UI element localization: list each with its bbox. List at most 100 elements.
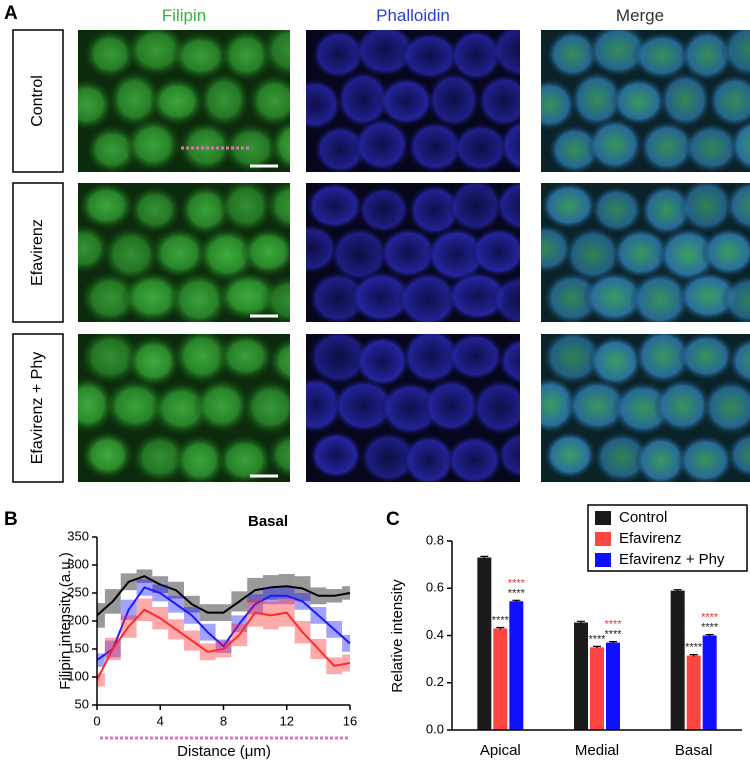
cell <box>128 185 182 234</box>
cell <box>85 124 140 172</box>
error-bar <box>577 620 585 624</box>
cell <box>397 270 459 322</box>
y-tick-label: 0.6 <box>426 580 444 595</box>
cell <box>308 271 368 322</box>
panel-label: A <box>4 3 18 24</box>
cell <box>677 334 735 381</box>
significance: **** <box>588 633 606 645</box>
cell <box>247 73 290 128</box>
bar <box>493 628 508 730</box>
cell <box>542 334 604 386</box>
legend-swatch <box>595 511 611 525</box>
cell <box>332 377 396 434</box>
panel-label: B <box>4 509 18 530</box>
cell <box>196 226 258 283</box>
x-tick-label: Apical <box>480 742 521 759</box>
cell <box>633 334 693 385</box>
cell <box>653 377 712 434</box>
cell <box>266 431 290 479</box>
line <box>96 586 351 662</box>
error-bar <box>512 599 521 603</box>
error-band <box>342 635 350 652</box>
y-tick-label: 50 <box>75 696 89 711</box>
bar <box>686 655 701 730</box>
cell <box>313 124 368 172</box>
cell <box>78 78 114 131</box>
cell <box>219 30 274 82</box>
bar <box>590 647 604 730</box>
cell <box>107 70 162 129</box>
cell <box>678 183 735 234</box>
cell <box>306 223 339 274</box>
cell <box>81 430 135 480</box>
error-band <box>97 673 105 687</box>
cell <box>445 434 504 482</box>
cell <box>638 120 696 172</box>
error-bar <box>593 645 601 649</box>
cell <box>241 379 290 436</box>
cell <box>197 71 251 129</box>
cell <box>268 118 290 172</box>
cell <box>452 122 510 172</box>
cell <box>634 433 688 482</box>
row-label-box <box>12 333 64 483</box>
cell <box>378 226 438 280</box>
panel-label: C <box>386 509 400 530</box>
cell <box>728 118 750 172</box>
cell <box>498 118 520 172</box>
line <box>96 575 351 617</box>
y-tick-label: 200 <box>67 612 89 627</box>
column-header: Phalloidin <box>376 6 450 25</box>
cell <box>125 334 182 388</box>
y-axis-label: Filipin intensity (a.u.) <box>57 552 74 690</box>
chart-title: Basal <box>248 513 288 530</box>
cell <box>546 30 600 80</box>
significance: **** <box>604 619 622 631</box>
x-tick-label: 0 <box>93 713 100 728</box>
cell <box>490 274 520 322</box>
cell <box>120 270 185 322</box>
cell <box>427 71 481 129</box>
y-axis-label: Relative intensity <box>389 579 406 693</box>
cell <box>306 78 342 131</box>
cell <box>173 433 227 482</box>
micrograph <box>541 30 750 172</box>
cell <box>727 336 750 386</box>
cell <box>78 376 116 434</box>
x-tick-label: 16 <box>343 713 357 728</box>
cell <box>587 30 650 78</box>
legend-label: Efavirenz + Phy <box>619 551 725 568</box>
significance: **** <box>508 577 526 589</box>
cell <box>726 431 750 479</box>
error-band <box>97 603 105 628</box>
cell <box>683 122 741 172</box>
cell <box>177 120 235 172</box>
significance: **** <box>508 587 526 599</box>
cell <box>611 226 671 280</box>
cell <box>217 334 275 381</box>
micrograph <box>78 30 290 172</box>
y-tick-label: 0.4 <box>426 627 444 642</box>
cell <box>449 30 503 82</box>
cell <box>354 334 411 388</box>
cell <box>402 433 456 482</box>
x-axis-label: Distance (μm) <box>177 743 271 760</box>
micrograph <box>541 334 750 482</box>
cell <box>307 334 370 386</box>
cell <box>407 183 462 237</box>
cell <box>586 117 644 172</box>
micrograph <box>306 30 520 172</box>
y-tick-label: 100 <box>67 668 89 683</box>
cell <box>309 430 363 480</box>
cell <box>78 183 136 230</box>
x-tick-label: 8 <box>220 713 227 728</box>
cell <box>720 274 750 322</box>
y-tick-label: 0.2 <box>426 674 444 689</box>
cell <box>260 30 290 79</box>
legend-label: Efavirenz <box>619 530 682 547</box>
row-label-box <box>12 29 64 173</box>
cell <box>470 226 520 278</box>
bar <box>509 601 524 730</box>
